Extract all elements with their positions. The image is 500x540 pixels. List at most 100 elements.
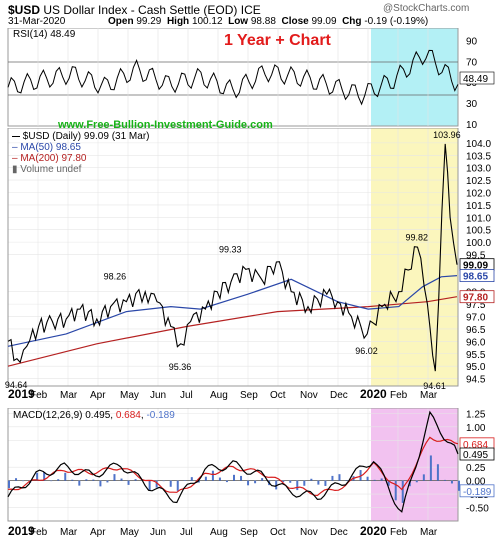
macd-histogram-bar bbox=[162, 480, 165, 482]
price-tick-label: 97.0 bbox=[466, 313, 486, 324]
x-tick-label: Mar bbox=[420, 390, 438, 401]
macd-histogram-bar bbox=[387, 480, 390, 486]
price-annotation: 94.61 bbox=[423, 381, 446, 390]
x-tick-label: Dec bbox=[330, 527, 348, 538]
x-tick-label: Aug bbox=[210, 527, 228, 538]
macd-histogram-bar bbox=[225, 480, 228, 483]
price-tick-label: 102.0 bbox=[466, 189, 491, 200]
price-tick-label: 96.5 bbox=[466, 325, 486, 336]
macd-line bbox=[7, 410, 459, 513]
macd-tick-label: 0.25 bbox=[466, 463, 486, 474]
chg-value: -0.19 (-0.19%) bbox=[364, 16, 429, 27]
macd-histogram-bar bbox=[71, 479, 74, 481]
macd-histogram-bar bbox=[176, 480, 179, 491]
macd-histogram-bar bbox=[127, 480, 130, 485]
hist-legend-value: -0.189 bbox=[146, 410, 175, 421]
x-tick-label: Apr bbox=[90, 390, 106, 401]
macd-histogram-bar bbox=[113, 474, 116, 481]
macd-histogram-bar bbox=[43, 472, 46, 481]
price-last-label: 99.09 bbox=[463, 261, 488, 272]
macd-histogram-bar bbox=[415, 480, 418, 483]
x-tick-label: Jun bbox=[150, 527, 166, 538]
price-tick-label: 101.5 bbox=[466, 201, 491, 212]
macd-histogram-bar bbox=[394, 480, 397, 501]
price-last-box bbox=[459, 290, 495, 304]
x-tick-label: Oct bbox=[270, 527, 286, 538]
price-tick-label: 101.0 bbox=[466, 213, 491, 224]
rsi-panel: 9070503010 48.49 bbox=[7, 28, 495, 128]
signal-legend-value: 0.684 bbox=[115, 410, 141, 421]
price-legend: $USD (Daily) 99.09 (31 Mar) – MA(50) 98.… bbox=[12, 131, 150, 175]
price-tick-label: 100.0 bbox=[466, 238, 491, 249]
macd-histogram-bar bbox=[436, 464, 439, 481]
x-tick-label: Nov bbox=[300, 390, 318, 401]
macd-histogram-bar bbox=[99, 480, 102, 487]
close-label: Close bbox=[281, 16, 309, 27]
quote-date: 31-Mar-2020 bbox=[8, 16, 66, 27]
macd-histogram-bar bbox=[443, 479, 446, 481]
price-tick-label: 94.5 bbox=[466, 375, 486, 386]
high-label: High bbox=[166, 16, 190, 27]
x-tick-label: Nov bbox=[300, 527, 318, 538]
macd-histogram-bar bbox=[78, 480, 81, 486]
macd-tick-label: 0.00 bbox=[466, 477, 486, 488]
price-tick-label: 104.0 bbox=[466, 139, 491, 150]
macd-highlight bbox=[371, 408, 458, 521]
rsi-last-label: 48.49 bbox=[463, 74, 488, 85]
x-tick-label: May bbox=[120, 390, 139, 401]
macd-histogram-bar bbox=[261, 478, 264, 481]
macd-histogram-bar bbox=[458, 480, 460, 491]
macd-histogram-bar bbox=[106, 480, 109, 483]
macd-last-box bbox=[459, 447, 495, 461]
macd-histogram-bar bbox=[254, 480, 257, 484]
macd-histogram-bar bbox=[380, 478, 383, 481]
price-annotation: 96.02 bbox=[355, 346, 378, 356]
x-tick-label: May bbox=[120, 527, 139, 538]
price-legend-item: $USD (Daily) 99.09 (31 Mar) bbox=[12, 131, 150, 142]
macd-histogram-bar bbox=[240, 475, 243, 481]
macd-legend-value: 0.495 bbox=[85, 410, 111, 421]
low-value: 98.88 bbox=[250, 16, 276, 27]
macd-histogram-bar bbox=[296, 480, 299, 491]
macd-tick-label: -0.50 bbox=[466, 504, 489, 515]
watermark: @StockCharts.com bbox=[383, 3, 470, 14]
macd-histogram-bar bbox=[401, 480, 404, 503]
chg-label: Chg bbox=[342, 16, 362, 27]
price-tick-label: 103.0 bbox=[466, 164, 491, 175]
macd-histogram-bar bbox=[345, 480, 348, 481]
x-tick-label: Mar bbox=[60, 527, 78, 538]
macd-panel: 1.251.000.750.250.00-0.25-0.50 0.6840.49… bbox=[7, 408, 495, 522]
site-url: www.Free-Bullion-Investment-Guide.com bbox=[58, 119, 273, 131]
macd-histogram-bar bbox=[422, 474, 425, 481]
macd-histogram-bar bbox=[211, 470, 214, 481]
macd-histogram-bar bbox=[148, 480, 151, 491]
price-tick-label: 97.5 bbox=[466, 300, 486, 311]
macd-histogram-bar bbox=[8, 480, 10, 489]
price-tick-label: 100.5 bbox=[466, 226, 491, 237]
macd-tick-label: 1.00 bbox=[466, 423, 486, 434]
macd-histogram-bar bbox=[324, 480, 327, 486]
x-tick-label: Feb bbox=[30, 527, 48, 538]
price-annotation: 98.26 bbox=[104, 271, 127, 281]
x-tick-label: Mar bbox=[60, 390, 78, 401]
macd-last-box bbox=[459, 484, 495, 498]
macd-histogram-bar bbox=[338, 474, 341, 481]
close-value: 99.09 bbox=[311, 16, 337, 27]
x-tick-label: Apr bbox=[90, 527, 106, 538]
ticker-symbol: $USD bbox=[8, 3, 41, 17]
price-tick-label: 103.5 bbox=[466, 151, 491, 162]
macd-histogram-bar bbox=[92, 479, 95, 481]
x-tick-label: Sep bbox=[240, 527, 258, 538]
macd-histogram-bar bbox=[169, 480, 172, 487]
x-tick-label: 2019 bbox=[8, 387, 35, 401]
macd-histogram-bar bbox=[289, 480, 292, 483]
price-line bbox=[7, 143, 458, 372]
x-tick-label: 2020 bbox=[360, 387, 387, 401]
rsi-tick-label: 30 bbox=[466, 99, 478, 110]
x-tick-label: Sep bbox=[240, 390, 258, 401]
price-last-label: 97.80 bbox=[463, 293, 488, 304]
rsi-tick-label: 90 bbox=[466, 36, 478, 47]
macd-histogram-bar bbox=[155, 480, 158, 488]
